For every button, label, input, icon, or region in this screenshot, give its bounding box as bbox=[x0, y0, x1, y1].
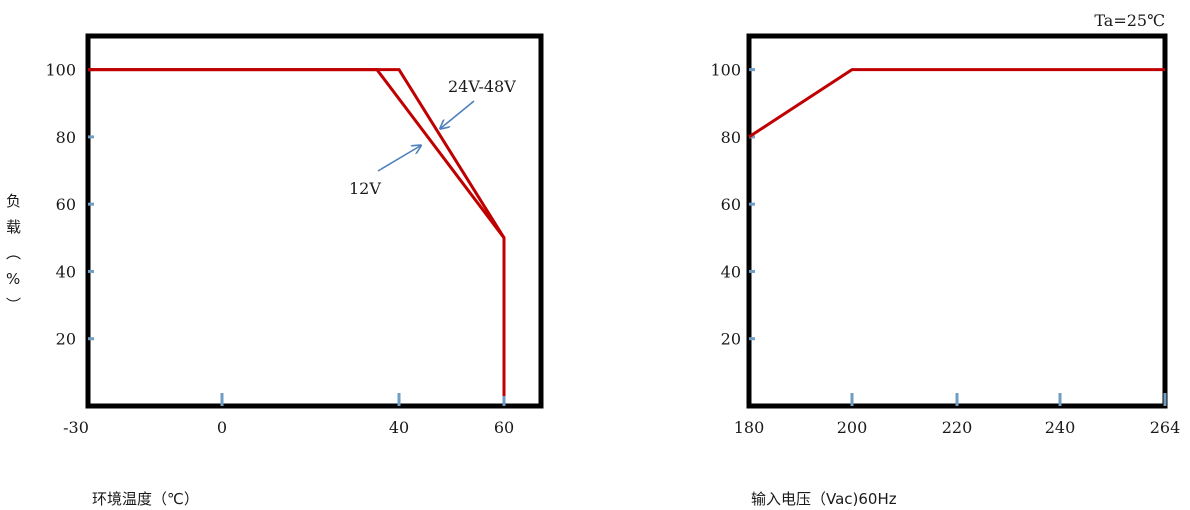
chart2-y-tick-label: 100 bbox=[710, 61, 741, 80]
y-label-char-4: % bbox=[6, 270, 21, 288]
chart1-series-line bbox=[88, 68, 506, 396]
chart1-y-tick-label: 20 bbox=[56, 330, 76, 349]
annotation-12v: 12V bbox=[349, 179, 381, 198]
annotation-24v-48v: 24V-48V bbox=[448, 77, 516, 96]
annotation-ambient-temperature: Ta=25℃ bbox=[1094, 11, 1165, 30]
chart1-x-tick-label: 40 bbox=[389, 418, 409, 437]
y-label-char-1: 负 bbox=[6, 192, 22, 210]
chart2-x-tick-label: 200 bbox=[837, 418, 868, 437]
chart1-x-tick-label: -30 bbox=[63, 418, 89, 437]
chart2-series-line bbox=[748, 68, 1165, 139]
y-axis-label: 负 载 ︵ % ︶ bbox=[6, 188, 22, 318]
chart1-x-tick-label: 60 bbox=[494, 418, 514, 437]
chart2-y-tick-label: 80 bbox=[721, 128, 741, 147]
temperature-derating-chart: 100 80 60 40 20 -30 0 40 60 24V-48V 12V bbox=[45, 33, 544, 437]
y-label-char-3: ︵ bbox=[6, 244, 22, 262]
chart2-y-tick-label: 60 bbox=[721, 195, 741, 214]
chart2-x-axis-label: 输入电压（Vac)60Hz bbox=[751, 490, 897, 508]
chart2-plot-frame bbox=[746, 33, 1168, 409]
chart2-x-tick-label: 240 bbox=[1045, 418, 1076, 437]
voltage-derating-chart: 100 80 60 40 20 180 200 220 240 264 Ta=25℃ bbox=[710, 11, 1180, 437]
chart1-plot-frame bbox=[85, 33, 544, 409]
chart2-y-tick-label: 40 bbox=[721, 262, 741, 281]
chart1-annotations: 24V-48V 12V bbox=[349, 77, 516, 198]
chart2-y-tick-label: 20 bbox=[721, 330, 741, 349]
chart2-x-tick-label: 264 bbox=[1150, 418, 1181, 437]
chart1-y-tick-label: 40 bbox=[56, 262, 76, 281]
chart1-series-line bbox=[88, 68, 506, 396]
chart1-x-axis-label: 环境温度（℃） bbox=[92, 490, 199, 508]
chart2-x-tick-label: 180 bbox=[734, 418, 765, 437]
annotation-24v-48v-arrow bbox=[441, 100, 475, 128]
chart2-x-tick-label: 220 bbox=[942, 418, 973, 437]
chart1-y-tick-label: 60 bbox=[56, 195, 76, 214]
chart1-y-tick-label: 80 bbox=[56, 128, 76, 147]
y-label-char-5: ︶ bbox=[6, 296, 22, 314]
annotation-12v-arrow bbox=[377, 146, 420, 172]
chart1-y-tick-label: 100 bbox=[45, 61, 76, 80]
y-label-char-2: 载 bbox=[6, 218, 22, 236]
chart1-x-tick-label: 0 bbox=[217, 418, 227, 437]
